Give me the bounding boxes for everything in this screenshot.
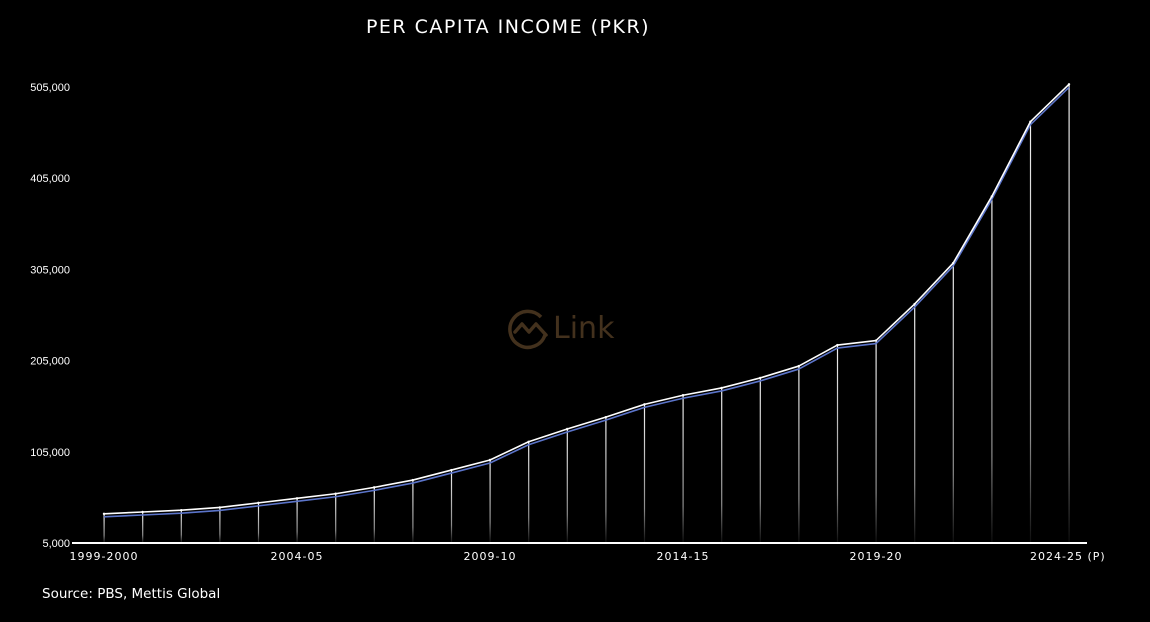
y-tick-label: 205,000: [30, 356, 70, 368]
x-tick-label: 2009-10: [464, 550, 517, 563]
drop-line: [798, 366, 800, 543]
data-point: [373, 486, 376, 489]
drop-line: [1029, 121, 1032, 543]
watermark: Link: [505, 305, 614, 351]
drop-line: [296, 498, 298, 543]
data-point: [141, 510, 144, 514]
data-point: [334, 492, 337, 495]
drop-line: [489, 460, 491, 543]
drop-line: [836, 345, 839, 543]
data-point: [180, 508, 183, 512]
data-point: [874, 339, 878, 342]
data-point: [913, 302, 916, 306]
drop-line: [991, 196, 993, 543]
x-axis-ticks: 1999-2000 2004-05 2009-10 2014-15 2019-20 202…: [70, 550, 1106, 563]
x-tick-label: 1999-2000: [70, 550, 139, 563]
data-point: [411, 478, 414, 482]
drop-line: [1068, 84, 1070, 543]
data-point: [218, 506, 221, 509]
drop-line: [335, 493, 337, 543]
data-point: [527, 440, 530, 443]
drop-line: [412, 480, 414, 543]
drop-line: [180, 510, 182, 543]
data-point: [102, 512, 106, 516]
data-point: [990, 195, 993, 198]
drop-lines: [103, 84, 1070, 543]
data-point: [759, 376, 762, 380]
drop-line: [682, 395, 684, 543]
drop-line: [875, 340, 877, 543]
drop-line: [721, 387, 723, 543]
data-point: [488, 458, 492, 462]
y-tick-label: 405,000: [30, 173, 70, 185]
x-tick-label: 2004-05: [271, 550, 324, 563]
series-line: [103, 83, 1070, 515]
x-tick-label: 2019-20: [850, 550, 903, 563]
drop-line: [952, 263, 954, 543]
data-point: [257, 501, 260, 505]
watermark-text: Link: [553, 310, 615, 346]
data-point: [1067, 83, 1071, 86]
drop-line: [566, 429, 568, 543]
y-axis-ticks: 5,000 105,000 205,000 305,000 405,000 505,000: [30, 82, 70, 550]
data-point: [604, 415, 607, 419]
data-point: [952, 261, 955, 265]
drop-line: [373, 487, 375, 543]
data-point: [295, 497, 299, 500]
chart-circle-icon: [508, 309, 548, 350]
y-tick-label: 305,000: [30, 264, 70, 276]
data-point: [1029, 120, 1032, 123]
drop-line: [219, 507, 221, 543]
x-tick-label: 2024-25 (P): [1030, 550, 1106, 563]
series-line-shadow: [103, 86, 1070, 518]
drop-line: [605, 417, 607, 543]
drop-line: [450, 470, 453, 543]
series-lines: [102, 83, 1071, 518]
y-tick-label: 105,000: [30, 447, 70, 459]
data-point: [720, 386, 723, 390]
drop-line: [759, 377, 761, 543]
y-tick-label: 5,000: [42, 538, 70, 550]
drop-line: [103, 513, 105, 543]
chart-title: PER CAPITA INCOME (PKR): [365, 16, 651, 38]
drop-line: [914, 304, 916, 543]
data-point: [566, 427, 569, 431]
drop-line: [643, 404, 646, 543]
x-tick-label: 2014-15: [657, 550, 710, 563]
drop-line: [528, 441, 530, 543]
data-point: [450, 468, 453, 472]
drop-line: [142, 511, 144, 543]
source-note: Source: PBS, Mettis Global: [42, 586, 221, 602]
data-point: [643, 403, 646, 406]
data-point: [836, 343, 839, 347]
y-tick-label: 505,000: [30, 82, 70, 94]
data-point: [797, 364, 800, 368]
data-point: [681, 394, 685, 397]
drop-line: [257, 502, 260, 543]
